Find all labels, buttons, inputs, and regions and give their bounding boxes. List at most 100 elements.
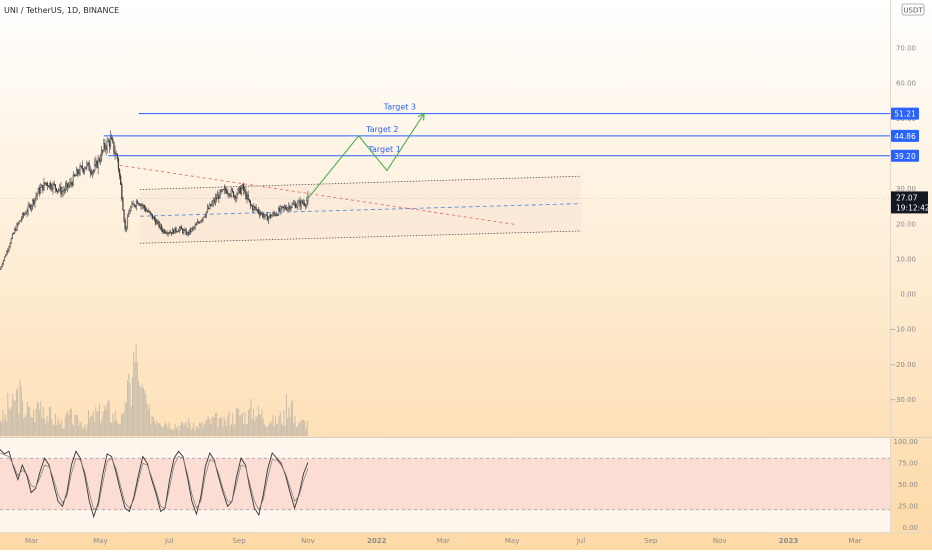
candle-body <box>31 206 32 209</box>
volume-bar <box>254 421 255 436</box>
volume-bar <box>205 421 206 436</box>
volume-bar <box>174 430 175 436</box>
volume-bar <box>29 407 30 436</box>
volume-bar <box>9 408 10 436</box>
volume-bar <box>185 423 186 436</box>
currency-badge[interactable]: USDT <box>903 7 923 15</box>
volume-bar <box>303 420 304 436</box>
candle-body <box>205 216 206 217</box>
candle-body <box>85 167 86 169</box>
volume-bar <box>269 422 270 436</box>
volume-bar <box>112 413 113 436</box>
volume-bar <box>139 386 140 436</box>
price-axis-tick: −30.00 <box>890 396 916 404</box>
candle-body <box>48 186 49 187</box>
candle-body <box>91 172 92 174</box>
candle-body <box>148 211 149 212</box>
price-axis-tick: −10.00 <box>890 326 916 334</box>
candle-body <box>22 214 23 219</box>
candle-body <box>62 192 63 194</box>
candle-body <box>1 267 2 269</box>
volume-bar <box>105 410 106 436</box>
volume-bar <box>166 424 167 436</box>
candle-body <box>190 230 191 232</box>
candle-body <box>44 182 45 190</box>
volume-bar <box>71 408 72 436</box>
candle-body <box>98 159 99 168</box>
candle-body <box>90 170 91 172</box>
volume-bar <box>226 426 227 436</box>
candle-body <box>234 196 235 197</box>
volume-bar <box>164 425 165 436</box>
volume-bar <box>7 393 8 436</box>
volume-bar <box>23 418 24 436</box>
time-axis-tick: May <box>505 537 519 545</box>
candle-body <box>303 203 304 204</box>
candle-body <box>280 207 281 211</box>
candle-body <box>222 190 223 192</box>
price-axis-tick: −20.00 <box>890 361 916 369</box>
volume-bar <box>175 424 176 436</box>
candle-body <box>176 228 177 231</box>
candle-body <box>301 201 302 206</box>
candle-body <box>37 194 38 196</box>
candle-body <box>277 215 278 216</box>
volume-bar <box>163 427 164 436</box>
candle-body <box>274 213 275 214</box>
candle-body <box>82 166 83 169</box>
candle-body <box>235 196 236 198</box>
candle-body <box>129 210 130 214</box>
candle-body <box>165 233 166 234</box>
candle-body <box>119 169 120 176</box>
volume-bar <box>40 401 41 436</box>
candle-body <box>180 227 181 228</box>
candle-body <box>168 233 169 234</box>
candle-body <box>172 230 173 234</box>
candle-body <box>221 191 222 192</box>
volume-bar <box>279 416 280 436</box>
candle-body <box>197 222 198 224</box>
candle-body <box>220 191 221 199</box>
volume-bar <box>95 407 96 436</box>
candle-body <box>86 164 87 167</box>
candle-body <box>160 225 161 227</box>
candle-body <box>39 188 40 193</box>
volume-bar <box>75 415 76 436</box>
candle-body <box>106 148 107 149</box>
candle-body <box>45 182 46 184</box>
candle-body <box>169 233 170 234</box>
candle-body <box>47 183 48 186</box>
volume-bar <box>92 416 93 436</box>
volume-bar <box>148 409 149 436</box>
volume-bar <box>26 415 27 436</box>
price-axis-tick: 10.00 <box>896 255 916 263</box>
time-axis-tick: Nov <box>301 537 315 545</box>
volume-bar <box>249 407 250 436</box>
time-axis-tick: Mar <box>437 537 450 545</box>
volume-bar <box>153 416 154 436</box>
volume-bar <box>82 429 83 436</box>
volume-bar <box>242 413 243 436</box>
candle-body <box>225 189 226 191</box>
candle-body <box>189 230 190 234</box>
candle-body <box>179 228 180 231</box>
volume-bar <box>277 423 278 436</box>
candle-body <box>64 190 65 191</box>
volume-bar <box>193 423 194 436</box>
volume-bar <box>291 402 292 436</box>
candle-body <box>114 142 115 152</box>
candle-body <box>260 214 261 215</box>
candle-body <box>73 175 74 185</box>
candle-body <box>38 188 39 193</box>
candle-body <box>287 208 288 210</box>
oscillator-axis-tick: 50.00 <box>898 481 918 489</box>
volume-bar <box>192 428 193 436</box>
volume-bar <box>145 394 146 436</box>
candle-body <box>178 231 179 232</box>
candle-body <box>288 206 289 208</box>
volume-bar <box>253 409 254 436</box>
oscillator-band-group <box>0 458 890 510</box>
volume-bar <box>208 416 209 436</box>
